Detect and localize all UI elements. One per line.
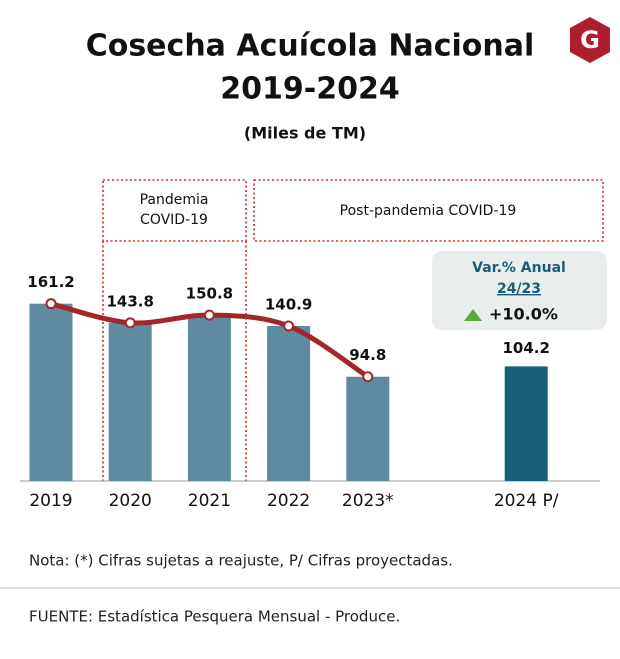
source: FUENTE: Estadística Pesquera Mensual - P… xyxy=(29,608,400,626)
line-point xyxy=(203,309,215,321)
data-label: 104.2 xyxy=(502,339,549,357)
period-label: Pandemia xyxy=(140,192,209,208)
data-label: 150.8 xyxy=(186,285,233,303)
logo-shape xyxy=(570,17,610,63)
chart-subtitle: (Miles de TM) xyxy=(244,124,366,143)
logo: G xyxy=(570,17,610,63)
change-box xyxy=(432,251,607,330)
data-label: 161.2 xyxy=(27,273,74,291)
bar xyxy=(346,376,390,481)
change-value: +10.0% xyxy=(489,305,558,324)
bar xyxy=(187,315,231,481)
bar xyxy=(267,326,311,481)
chart-title: 2019-2024 xyxy=(220,72,399,107)
change-period: 24/23 xyxy=(497,281,541,297)
line-point xyxy=(362,371,374,383)
chart-title: Cosecha Acuícola Nacional xyxy=(86,29,535,64)
bar xyxy=(504,366,548,481)
line-point xyxy=(283,320,295,332)
data-label: 94.8 xyxy=(349,346,386,364)
data-label: 140.9 xyxy=(265,296,312,314)
x-tick-label: 2020 xyxy=(109,491,152,511)
change-title: Var.% Anual xyxy=(472,260,566,276)
note: Nota: (*) Cifras sujetas a reajuste, P/ … xyxy=(29,552,453,570)
up-arrow xyxy=(464,309,482,321)
x-tick-label: 2022 xyxy=(267,491,310,511)
x-tick-label: 2019 xyxy=(29,491,72,511)
x-tick-label: 2021 xyxy=(188,491,231,511)
period-label: Post-pandemia COVID-19 xyxy=(340,203,517,219)
line-point xyxy=(45,298,57,310)
x-tick-label: 2024 P/ xyxy=(494,491,559,511)
line-point xyxy=(124,317,136,329)
data-label: 143.8 xyxy=(106,292,153,310)
bar xyxy=(29,303,73,481)
x-tick-label: 2023* xyxy=(342,491,394,511)
bar xyxy=(108,322,152,481)
period-label: COVID-19 xyxy=(140,212,208,228)
logo-text: G xyxy=(580,26,600,54)
period-box xyxy=(253,179,604,242)
period-box xyxy=(102,179,247,242)
